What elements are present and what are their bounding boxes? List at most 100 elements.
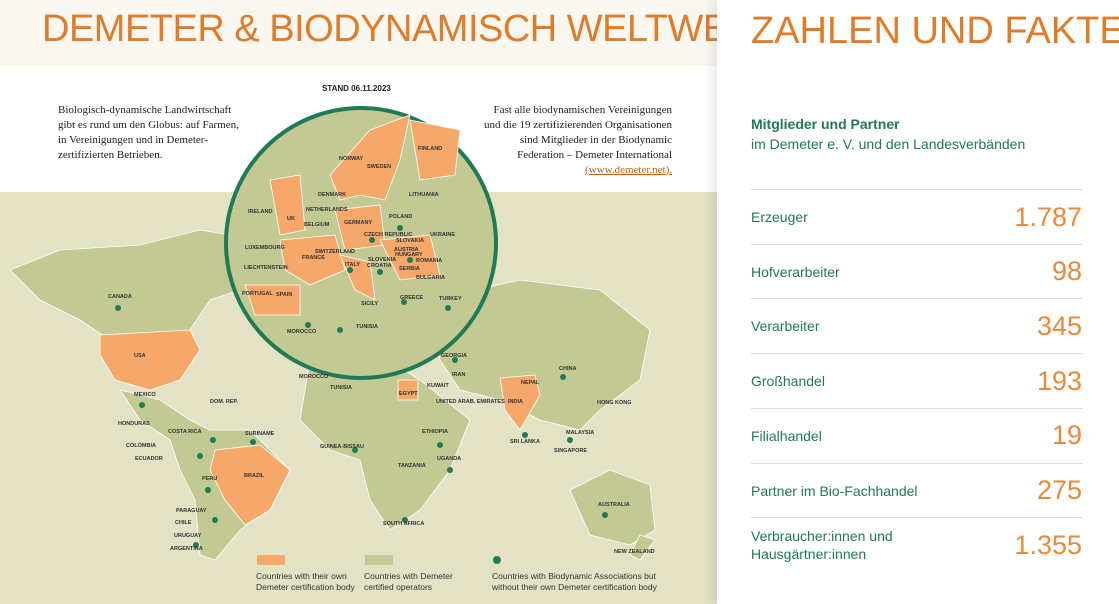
country-label: ROMANIA <box>416 258 442 264</box>
country-label: HUNGARY <box>395 252 423 258</box>
country-label: AUSTRIA <box>394 247 418 253</box>
country-label: LITHUANIA <box>409 192 439 198</box>
association-dot <box>447 467 453 473</box>
country-label: PERU <box>202 476 217 482</box>
world-map: CANADA USA MEXICO DOM. REP. HONDURAS COSTA RI… <box>0 66 717 604</box>
intro-right: Fast alle biodynamischen Vereinigungen un… <box>484 103 672 178</box>
country-label: TUNISIA <box>330 385 352 391</box>
facts-row: Verarbeiter 345 <box>751 298 1082 353</box>
association-dot <box>212 517 218 523</box>
map-panel: CANADA USA MEXICO DOM. REP. HONDURAS COSTA RI… <box>0 0 717 604</box>
legend-label: Countries with Demeter certified operato… <box>364 571 453 592</box>
intro-line: Biologisch-dynamische Landwirtschaft <box>58 104 232 116</box>
country-label: FINLAND <box>418 146 442 152</box>
legend-swatch <box>257 555 285 565</box>
association-dot <box>139 402 145 408</box>
association-dot <box>193 542 199 548</box>
facts-label: Erzeuger <box>751 209 808 225</box>
country-label: IRELAND <box>248 209 272 215</box>
facts-row: Großhandel 193 <box>751 353 1082 408</box>
country-label: SRI LANKA <box>510 439 540 445</box>
country-label: IRAN <box>452 372 465 378</box>
country-label: NETHERLANDS <box>306 207 348 213</box>
facts-row: Verbraucher:innen und Hausgärtner:innen 1… <box>751 517 1082 572</box>
country-label: ARGENTINA <box>170 546 203 552</box>
link[interactable]: (www.demeter.net). <box>585 164 672 176</box>
legend-swatch <box>365 555 393 565</box>
country-label: SPAIN <box>276 292 292 298</box>
country-label: AUSTRALIA <box>598 502 630 508</box>
facts-row: Filialhandel 19 <box>751 407 1082 463</box>
facts-label: Verarbeiter <box>751 318 820 335</box>
country-label: UK <box>287 216 295 222</box>
country-label: SICILY <box>361 301 379 307</box>
country-label: MEXICO <box>134 392 156 398</box>
country-label: SWITZERLAND <box>315 249 355 255</box>
legend-label: Countries with Biodynamic Associations b… <box>492 571 657 592</box>
country-label: SOUTH AFRICA <box>383 521 424 527</box>
country-label: UNITED ARAB. EMIRATES <box>436 399 505 405</box>
association-dot <box>197 453 203 459</box>
facts-value: 275 <box>1036 475 1082 505</box>
country-label: USA <box>134 353 146 359</box>
facts-value: 98 <box>1051 256 1082 287</box>
country-label: NEPAL <box>521 380 540 386</box>
country-label: ECUADOR <box>135 456 163 462</box>
facts-label: Verbraucher:innen und Hausgärtner:innen <box>751 528 893 563</box>
country-label: HONDURAS <box>118 421 150 427</box>
association-dot <box>347 267 353 273</box>
association-dot <box>522 432 528 438</box>
country-label: LIECHTENSTEIN <box>244 265 288 271</box>
country-label: PORTUGAL <box>242 291 274 297</box>
country-label: CROATIA <box>367 263 392 269</box>
country-label: NORWAY <box>339 156 363 162</box>
map-labels: CANADA USA MEXICO DOM. REP. HONDURAS COSTA RI… <box>108 146 655 555</box>
association-dot <box>445 305 451 311</box>
facts-label: Filialhandel <box>751 427 822 444</box>
title: DEMETER & BIODYNAMISCH WELTWEIT <box>42 8 717 50</box>
facts-value: 345 <box>1036 310 1082 341</box>
association-dot <box>377 269 383 275</box>
association-dot <box>567 437 573 443</box>
country-label: POLAND <box>389 214 412 220</box>
country-label: GUINEA-BISSAU <box>320 444 364 450</box>
country-label: INDIA <box>508 399 523 405</box>
country-label: GERMANY <box>344 220 372 226</box>
country-label: CANADA <box>108 294 132 300</box>
country-label: TUNISIA <box>356 324 378 330</box>
country-label: KUWAIT <box>427 383 449 389</box>
facts-value: 193 <box>1036 365 1082 396</box>
facts-label: Hofverarbeiter <box>751 263 840 280</box>
facts-value: 1.355 <box>1014 529 1082 560</box>
facts-row: Hofverarbeiter 98 <box>751 243 1082 299</box>
country-label: ITALY <box>345 262 360 268</box>
association-dot <box>452 357 458 363</box>
country-label: TANZANIA <box>398 463 426 469</box>
country-label: UGANDA <box>437 456 461 462</box>
association-dot <box>369 237 375 243</box>
country-label: CHILE <box>175 520 192 526</box>
country-label: CZECH REPUBLIC <box>364 232 413 238</box>
facts-title: ZAHLEN UND FAKTEN <box>751 10 1119 52</box>
association-dot <box>115 305 121 311</box>
facts-row: Erzeuger 1.787 <box>751 189 1082 244</box>
country-label: SWEDEN <box>367 164 391 170</box>
association-dot <box>305 322 311 328</box>
country-label: SINGAPORE <box>554 448 587 454</box>
country-label: MOROCCO <box>287 329 317 335</box>
association-dot <box>352 447 358 453</box>
intro-line: sind Mitglieder in der Biodynamic <box>519 134 672 146</box>
facts-label: Großhandel <box>751 373 825 390</box>
section-subtitle: im Demeter e. V. und den Landesverbänden <box>751 136 1026 152</box>
country-label: SERBIA <box>399 266 420 272</box>
section-title: Mitglieder und Partner <box>751 116 900 132</box>
association-dot <box>602 512 608 518</box>
country-label: NEW ZEALAND <box>614 549 655 555</box>
legend-swatch <box>493 556 501 564</box>
association-dot <box>250 439 256 445</box>
country-label: GREECE <box>400 295 424 301</box>
country-label: MOROCCO <box>299 374 329 380</box>
association-dot <box>437 442 443 448</box>
country-label: ETHIOPIA <box>422 429 448 435</box>
facts-value: 1.787 <box>1014 201 1082 232</box>
